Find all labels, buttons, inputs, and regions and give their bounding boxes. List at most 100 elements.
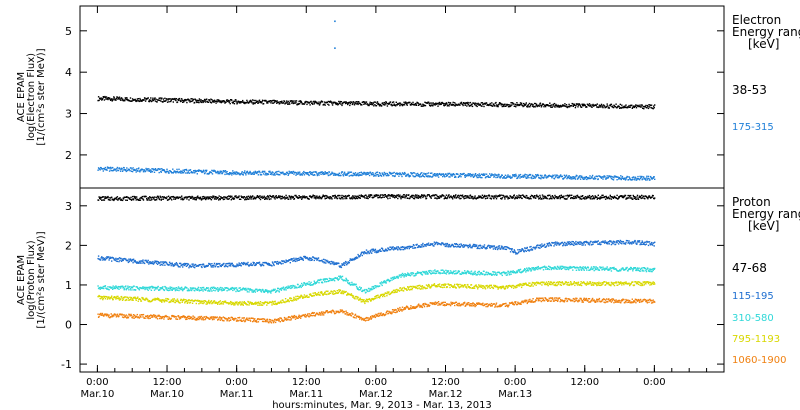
data-point (517, 252, 520, 254)
data-point (416, 243, 418, 246)
data-point (363, 103, 365, 105)
data-point (445, 194, 448, 196)
data-point (188, 99, 191, 101)
data-point (312, 103, 314, 105)
data-point (234, 287, 237, 289)
data-point (425, 174, 427, 176)
data-point (275, 171, 277, 173)
data-point (246, 101, 249, 103)
data-point (541, 198, 543, 200)
data-point (439, 272, 442, 274)
data-point (266, 198, 268, 200)
data-point (200, 101, 203, 104)
data-point (150, 197, 153, 199)
data-point (120, 168, 122, 171)
data-point (238, 264, 241, 266)
data-point (447, 244, 449, 246)
data-point (579, 175, 581, 177)
data-point (238, 290, 241, 292)
data-point (649, 196, 651, 198)
data-point (206, 100, 208, 103)
data-point (149, 197, 151, 199)
data-point (109, 199, 111, 201)
data-point (435, 173, 437, 175)
data-point (459, 173, 462, 175)
data-point (296, 287, 298, 289)
legend-title: [keV] (748, 37, 779, 51)
data-point (303, 196, 305, 199)
data-point (548, 194, 550, 197)
data-point (513, 175, 515, 177)
data-point (644, 178, 646, 180)
data-point (470, 197, 472, 199)
data-point (347, 171, 349, 173)
data-point (162, 101, 164, 103)
data-point (244, 287, 246, 290)
data-point (222, 288, 225, 290)
data-point (185, 168, 188, 171)
data-point (229, 102, 231, 105)
data-point (372, 250, 374, 252)
data-point (442, 194, 444, 196)
data-point (165, 170, 168, 173)
data-point (109, 99, 112, 101)
data-point (221, 101, 223, 103)
data-point (408, 194, 410, 196)
data-point (229, 289, 231, 291)
data-point (121, 199, 124, 202)
data-point (404, 172, 406, 175)
data-point (523, 251, 525, 253)
data-point (420, 172, 422, 175)
data-point (355, 173, 358, 176)
data-point (258, 197, 261, 199)
data-point (298, 173, 300, 175)
data-point (300, 284, 302, 287)
data-point (137, 170, 139, 172)
data-point (293, 257, 295, 259)
data-point (551, 195, 554, 197)
data-point (468, 244, 470, 247)
data-point (284, 197, 287, 199)
data-point (307, 258, 309, 260)
data-point (414, 175, 417, 177)
data-point (401, 195, 404, 197)
data-point (115, 260, 118, 262)
data-point (519, 177, 521, 179)
data-point (226, 196, 229, 198)
data-point (529, 197, 531, 199)
data-point (401, 274, 403, 277)
data-point (427, 244, 429, 246)
data-point (534, 177, 536, 179)
data-point (619, 176, 621, 179)
data-point (193, 98, 195, 101)
data-point (149, 99, 151, 101)
data-point (101, 98, 103, 100)
data-point (566, 176, 569, 179)
data-point (468, 105, 471, 107)
outlier-point (334, 20, 336, 23)
data-point (275, 261, 277, 263)
data-point (572, 241, 574, 243)
data-point (492, 248, 495, 250)
data-point (591, 243, 593, 246)
data-point (251, 102, 253, 104)
data-point (613, 196, 615, 198)
data-point (579, 243, 582, 245)
data-point (270, 102, 272, 104)
data-point (109, 98, 111, 100)
data-point (131, 98, 134, 100)
data-point (146, 287, 148, 289)
y-axis-label: ACE EPAM (16, 72, 27, 122)
data-point (388, 195, 390, 197)
data-point (501, 174, 503, 176)
data-point (606, 103, 608, 105)
data-point (210, 171, 213, 174)
data-point (205, 266, 207, 268)
data-point (426, 172, 428, 175)
data-point (291, 172, 293, 174)
data-point (364, 103, 367, 105)
data-point (170, 196, 172, 198)
data-point (225, 99, 228, 102)
data-point (283, 173, 286, 176)
data-point (307, 101, 310, 104)
